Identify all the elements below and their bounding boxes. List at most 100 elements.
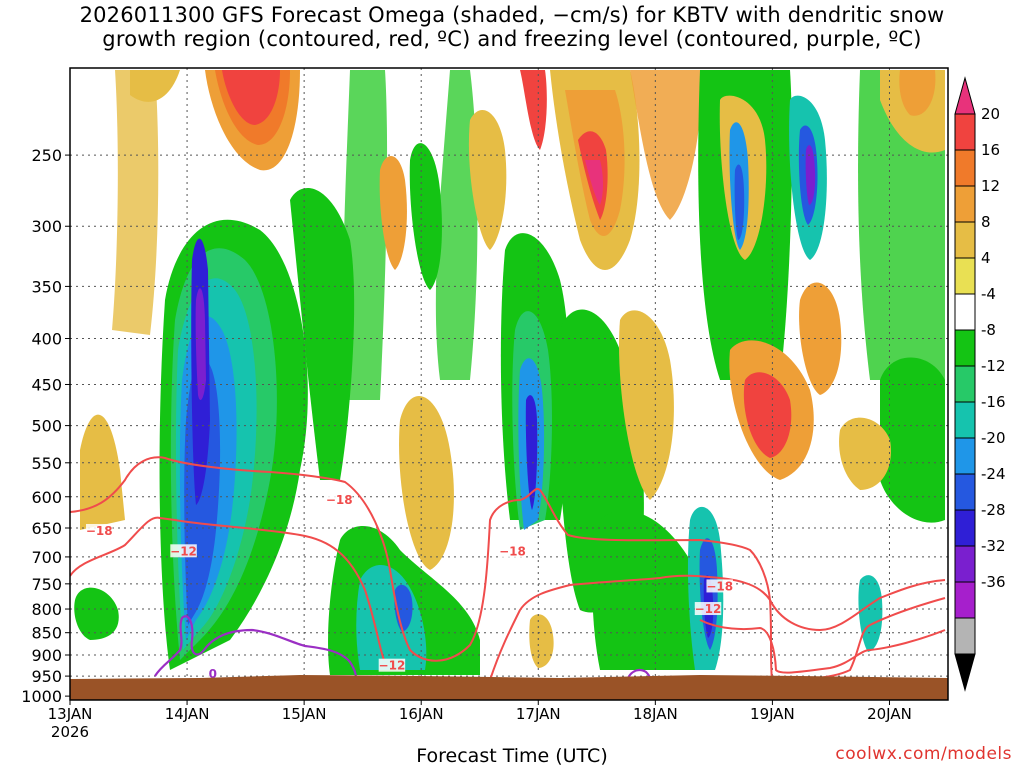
- dgz-contour-minus12-b: [489, 574, 946, 681]
- shade-band-red: [222, 70, 280, 125]
- x-tick-label: 19JAN: [750, 705, 795, 723]
- colorbar-swatch: [954, 113, 976, 151]
- shade-band-green: [409, 143, 442, 290]
- x-tick-label: 15JAN: [282, 705, 327, 723]
- colorbar-swatch: [954, 545, 976, 583]
- x-tick-label: 17JAN: [516, 705, 561, 723]
- contour-label: 0: [209, 667, 217, 681]
- shade-band-green: [592, 510, 714, 670]
- shade-band-darkblue: [525, 395, 538, 510]
- shade-band-pink: [585, 160, 603, 205]
- x-year-label: 2026: [51, 723, 89, 741]
- shade-band-yellow: [399, 396, 454, 570]
- colorbar-swatch: [954, 149, 976, 187]
- shade-band-purple: [195, 288, 206, 400]
- shade-band-purple: [805, 145, 816, 205]
- y-tick-label: 400: [31, 330, 62, 349]
- y-tick-label: 700: [31, 548, 62, 567]
- freezing-contour-0: [154, 615, 358, 679]
- colorbar-tick-label: -32: [981, 537, 1006, 555]
- x-axis: 13JAN 14JAN 15JAN 16JAN 17JAN 18JAN 19JAN 20JAN…: [48, 700, 912, 741]
- shade-band-blue: [734, 164, 745, 240]
- colorbar-cap-bottom: [954, 653, 976, 692]
- shade-band-yellow: [130, 70, 180, 102]
- x-tick-label: 16JAN: [399, 705, 444, 723]
- colorbar-swatch: [954, 617, 976, 655]
- y-tick-label: 300: [31, 217, 62, 236]
- omega-shading: [74, 70, 945, 675]
- shade-band-yellow: [468, 110, 507, 250]
- colorbar-tick-label: 16: [981, 141, 1000, 159]
- shade-band-yellow: [839, 417, 891, 490]
- ground-surface: [70, 675, 948, 700]
- contour-label: −18: [499, 544, 526, 558]
- y-tick-label: 900: [31, 646, 62, 665]
- colorbar-swatch: [954, 581, 976, 619]
- x-tick-label: 18JAN: [633, 705, 678, 723]
- y-tick-label: 800: [31, 600, 62, 619]
- y-tick-label: 650: [31, 519, 62, 538]
- contour-label-bg: [694, 602, 722, 616]
- shade-band-yellow: [80, 414, 125, 530]
- contours: [70, 456, 946, 682]
- colorbar-tick-label: -4: [981, 285, 996, 303]
- plot-area: −18−12−18−12−18−18−12−180: [70, 68, 948, 700]
- chart-title-line-1: 2026011300 GFS Forecast Omega (shaded, −…: [79, 3, 945, 27]
- contour-label: −18: [86, 524, 113, 538]
- shade-band-red: [743, 372, 792, 458]
- contour-labels: −18−12−18−12−18−18−12−180: [86, 492, 868, 693]
- shade-band-green: [435, 70, 478, 380]
- y-tick-label: 550: [31, 454, 62, 473]
- shade-band-orange: [379, 156, 407, 270]
- colorbar-tick-label: -8: [981, 321, 996, 339]
- shade-band-red: [520, 70, 547, 150]
- shade-band-green: [342, 70, 388, 400]
- shade-band-yellow: [529, 614, 554, 668]
- contour-label-bg: [706, 579, 733, 593]
- chart-title-line-2: growth region (contoured, red, ºC) and f…: [102, 27, 922, 51]
- contour-label: −18: [326, 493, 353, 507]
- shade-band-orange: [899, 70, 936, 116]
- shade-band-green: [290, 188, 355, 480]
- contour-label-bg: [326, 492, 353, 506]
- contour-label: −12: [695, 602, 722, 616]
- colorbar-cap-top: [954, 76, 976, 115]
- colorbar-swatch: [954, 509, 976, 547]
- colorbar-tick-label: -16: [981, 393, 1006, 411]
- colorbar-swatch: [954, 437, 976, 475]
- colorbar-tick-label: -24: [981, 465, 1006, 483]
- contour-label-bg: [86, 523, 113, 537]
- y-tick-label: 250: [31, 146, 62, 165]
- colorbar-tick-label: 12: [981, 177, 1000, 195]
- y-tick-label: 350: [31, 277, 62, 296]
- shade-band-green: [880, 357, 945, 523]
- colorbar-swatch: [954, 365, 976, 403]
- colorbar-tick-label: -36: [981, 573, 1006, 591]
- colorbar-swatch: [954, 293, 976, 331]
- dgz-contour-minus12: [70, 516, 385, 661]
- contour-label-bg: [207, 667, 219, 681]
- colorbar: 20 16 12 8 4 -4 -8 -12 -16 -20 -24 -28 -32 -36: [954, 76, 1006, 692]
- colorbar-tick-label: 20: [981, 105, 1000, 123]
- colorbar-tick-label: -20: [981, 429, 1006, 447]
- colorbar-swatch: [954, 473, 976, 511]
- x-axis-label: Forecast Time (UTC): [416, 745, 608, 767]
- y-tick-label: 850: [31, 624, 62, 643]
- contour-label-bg: [170, 544, 197, 558]
- y-tick-label: 950: [31, 667, 62, 686]
- colorbar-tick-label: 4: [981, 249, 991, 267]
- contour-label: −12: [379, 659, 406, 673]
- shade-band-yellow: [619, 310, 674, 500]
- y-tick-label: 750: [31, 575, 62, 594]
- credit-text: coolwx.com/models: [835, 744, 1012, 764]
- contour-label-bg: [499, 544, 526, 558]
- shade-band-green: [74, 587, 119, 640]
- x-tick-label: 13JAN: [48, 705, 93, 723]
- colorbar-swatch: [954, 221, 976, 259]
- dgz-contour-minus18-b: [699, 619, 946, 674]
- shade-band-orange: [630, 70, 701, 220]
- colorbar-swatch: [954, 257, 976, 295]
- y-tick-label: 500: [31, 417, 62, 436]
